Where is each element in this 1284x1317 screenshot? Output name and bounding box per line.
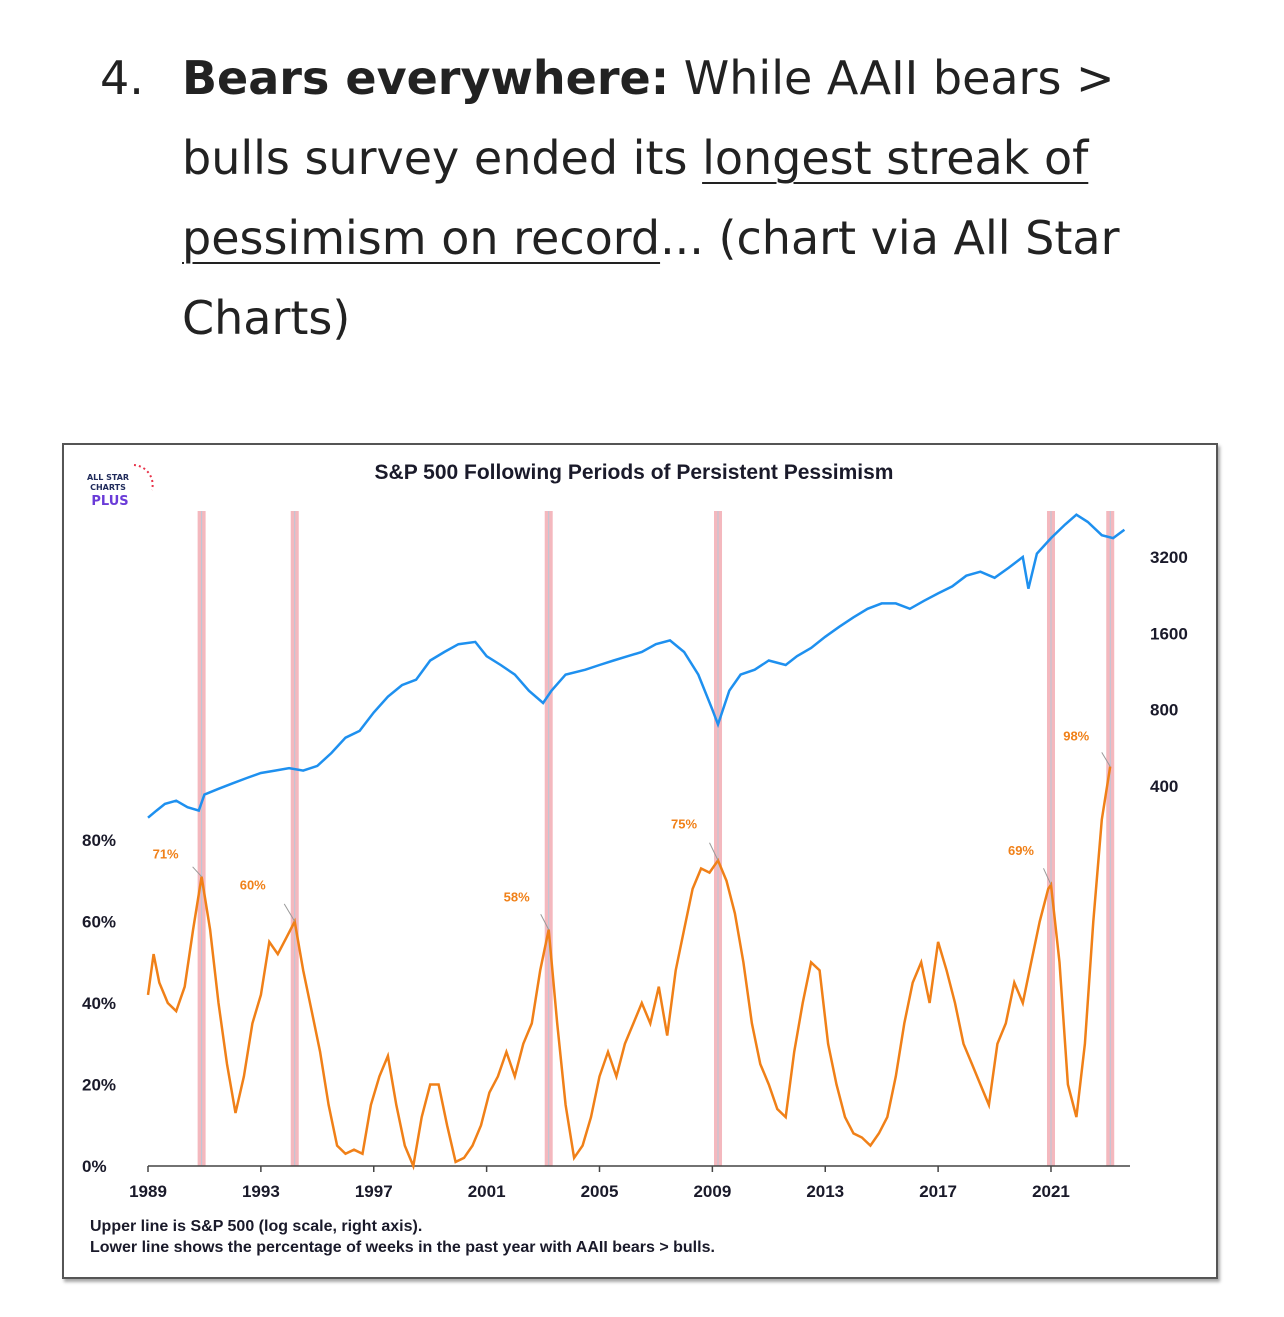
annotation-label-3: 75% [671,816,697,831]
chart-container: 1989 1993 1997 2001 2005 2009 2013 2017 2021 0% 20… [62,443,1218,1279]
x-tick-label-0: 1989 [129,1182,167,1201]
annotation-label-0: 71% [153,847,179,862]
list-item-text: Bears everywhere: While AAII bears > bul… [182,38,1212,358]
logo-line3: PLUS [91,494,128,509]
annotation-label-5: 98% [1063,729,1089,744]
annotation-label-2: 58% [504,890,530,905]
annotation-leader-1 [283,903,296,922]
sp500-line [147,513,1126,819]
right-tick-label-0: 400 [1150,777,1178,796]
annotation-leader-4 [1043,868,1052,886]
left-tick-label-4: 80% [82,831,116,850]
left-tick-label-2: 40% [82,994,116,1013]
right-tick-label-3: 3200 [1150,548,1188,567]
left-tick-label-1: 20% [82,1076,116,1095]
chart-note-2: Lower line shows the percentage of weeks… [90,1239,715,1256]
logo-star-arc [133,464,154,491]
streak-link[interactable]: longest streak of pessimism on record [182,131,1089,265]
annotation-leader-5 [1101,752,1111,767]
right-tick-label-2: 1600 [1150,624,1188,643]
annotation-label-4: 69% [1008,843,1034,858]
left-tick-label-0: 0% [82,1157,107,1176]
right-tick-label-1: 800 [1150,701,1178,720]
left-tick-label-3: 60% [82,913,116,932]
logo: ALL STAR CHARTS PLUS [87,464,154,509]
chart-note-1: Upper line is S&P 500 (log scale, right … [90,1218,422,1235]
annotation-leader-0 [192,866,202,878]
x-tick-label-5: 2009 [693,1182,731,1201]
annotation-label-1: 60% [240,878,266,893]
x-tick-label-8: 2021 [1032,1182,1070,1201]
x-tick-label-1: 1993 [242,1182,280,1201]
list-number: 4. [100,51,144,105]
chart-svg: 1989 1993 1997 2001 2005 2009 2013 2017 2021 0% 20… [82,461,1188,1256]
bears-line [146,766,1112,1171]
x-tick-label-3: 2001 [468,1182,506,1201]
chart-title: S&P 500 Following Periods of Persistent … [375,461,894,484]
text-after-link: ... (chart via All Star Charts) [182,211,1120,345]
x-tick-label-6: 2013 [806,1182,844,1201]
logo-line1: ALL STAR [87,473,129,482]
x-tick-label-4: 2005 [581,1182,619,1201]
annotation-leader-2 [540,914,550,930]
annotation-leader-3 [709,842,719,861]
text-before-link: While AAII bears > bulls survey ended it… [182,51,1115,185]
logo-line2: CHARTS [90,483,126,492]
x-tick-label-7: 2017 [919,1182,957,1201]
item-heading: Bears everywhere: [182,51,670,105]
x-tick-label-2: 1997 [355,1182,393,1201]
